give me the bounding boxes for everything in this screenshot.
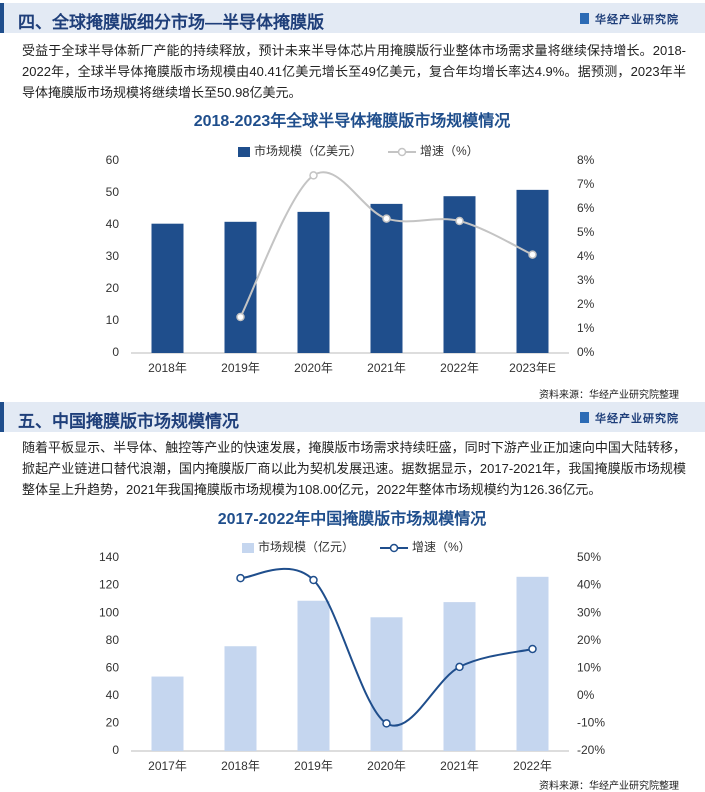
y-tick-label: 60 xyxy=(106,153,120,167)
source: 资料来源：华经产业研究院整理 xyxy=(539,390,679,401)
legend-swatch xyxy=(397,147,407,157)
line-point xyxy=(528,644,537,654)
legend-label: 增速（%） xyxy=(420,144,479,158)
legend-swatch xyxy=(238,147,250,157)
y2-tick-label: 4% xyxy=(577,249,595,263)
y2-tick-label: 1% xyxy=(577,321,595,335)
bar xyxy=(297,600,330,751)
y-tick-label: 40 xyxy=(106,217,120,231)
y2-tick-label: 20% xyxy=(577,633,601,647)
legend-label: 市场规模（亿元） xyxy=(258,539,354,554)
y-tick-label: 120 xyxy=(99,578,119,592)
y2-tick-label: 0% xyxy=(577,345,595,359)
y-tick-label: 0 xyxy=(112,743,119,757)
y2-tick-label: 30% xyxy=(577,605,601,619)
x-tick-label: 2020年 xyxy=(367,759,406,773)
paragraph: 随着平板显示、半导体、触控等产业的快速发展，掩膜版市场需求持续旺盛，同时下游产业… xyxy=(22,440,686,497)
legend-swatch xyxy=(389,543,399,553)
y2-tick-label: 2% xyxy=(577,297,595,311)
y2-tick-label: -10% xyxy=(577,716,605,730)
x-tick-label: 2022年 xyxy=(513,759,552,773)
line xyxy=(240,568,533,727)
y2-tick-label: 40% xyxy=(577,578,601,592)
y2-tick-label: 6% xyxy=(577,201,595,215)
y-tick-label: 0 xyxy=(112,345,119,359)
bar xyxy=(443,602,476,751)
heading: 四、全球掩膜版细分市场—半导体掩膜版 xyxy=(18,13,324,32)
bar xyxy=(151,676,184,751)
y2-tick-label: 50% xyxy=(577,550,601,564)
section-header: 五、中国掩膜版市场规模情况 华经产业研究院 xyxy=(0,402,705,432)
x-tick-label: 2017年 xyxy=(148,759,187,773)
y-tick-label: 20 xyxy=(106,716,120,730)
chart: 2018-2023年全球半导体掩膜版市场规模情况 0 10 20 30 40 50 60 0% 1… xyxy=(106,111,595,375)
line-point xyxy=(236,573,245,583)
y-tick-label: 140 xyxy=(99,550,119,564)
y-tick-label: 30 xyxy=(106,249,120,263)
paragraph: 受益于全球半导体新厂产能的持续释放，预计未来半导体芯片用掩膜版行业整体市场需求量… xyxy=(22,43,686,100)
y-tick-label: 100 xyxy=(99,605,119,619)
y-tick-label: 50 xyxy=(106,185,120,199)
line-point xyxy=(309,575,318,585)
y-tick-label: 60 xyxy=(106,660,120,674)
line-point xyxy=(455,216,464,226)
line-point xyxy=(528,250,537,259)
logo: 华经产业研究院 xyxy=(580,11,679,27)
chart-title: 2017-2022年中国掩膜版市场规模情况 xyxy=(218,509,487,528)
x-tick-label: 2018年 xyxy=(148,361,187,375)
x-tick-label: 2021年 xyxy=(367,361,406,375)
legend-swatch xyxy=(242,543,254,553)
y2-tick-label: 0% xyxy=(577,688,595,702)
y-tick-label: 80 xyxy=(106,633,120,647)
chart-title: 2018-2023年全球半导体掩膜版市场规模情况 xyxy=(194,111,511,130)
y-tick-label: 20 xyxy=(106,281,120,295)
x-tick-label: 2019年 xyxy=(294,759,333,773)
bar xyxy=(224,221,257,353)
line-point xyxy=(382,214,391,223)
x-tick-label: 2021年 xyxy=(440,759,479,773)
bar xyxy=(516,576,549,751)
bar xyxy=(516,189,549,353)
y2-tick-label: 5% xyxy=(577,225,595,239)
section-header: 四、全球掩膜版细分市场—半导体掩膜版 华经产业研究院 xyxy=(0,3,705,33)
x-tick-label: 2018年 xyxy=(221,759,260,773)
legend-label: 市场规模（亿美元） xyxy=(254,143,362,158)
chart: 2017-2022年中国掩膜版市场规模情况 0 20 40 60 80 100 120 140 -… xyxy=(99,509,605,773)
y2-tick-label: 10% xyxy=(577,660,601,674)
line-point xyxy=(382,719,391,728)
bar xyxy=(370,203,403,353)
bar xyxy=(224,646,257,751)
line-point xyxy=(236,312,245,322)
y-tick-label: 10 xyxy=(106,313,120,327)
y2-tick-label: 7% xyxy=(577,177,595,191)
line-point xyxy=(309,171,318,180)
line-point xyxy=(455,662,464,672)
x-tick-label: 2022年 xyxy=(440,361,479,375)
legend-label: 增速（%） xyxy=(412,540,471,554)
x-tick-label: 2019年 xyxy=(221,361,260,375)
x-tick-label: 2023年E xyxy=(509,361,556,375)
logo: 华经产业研究院 xyxy=(580,410,679,426)
source: 资料来源：华经产业研究院整理 xyxy=(539,781,679,792)
y2-tick-label: 8% xyxy=(577,153,595,167)
heading: 五、中国掩膜版市场规模情况 xyxy=(18,412,239,431)
bar xyxy=(297,211,330,353)
y2-tick-label: -20% xyxy=(577,743,605,757)
bar xyxy=(370,617,403,751)
line xyxy=(239,171,533,318)
bar xyxy=(151,223,184,353)
y-tick-label: 40 xyxy=(106,688,120,702)
y2-tick-label: 3% xyxy=(577,273,595,287)
x-tick-label: 2020年 xyxy=(294,361,333,375)
